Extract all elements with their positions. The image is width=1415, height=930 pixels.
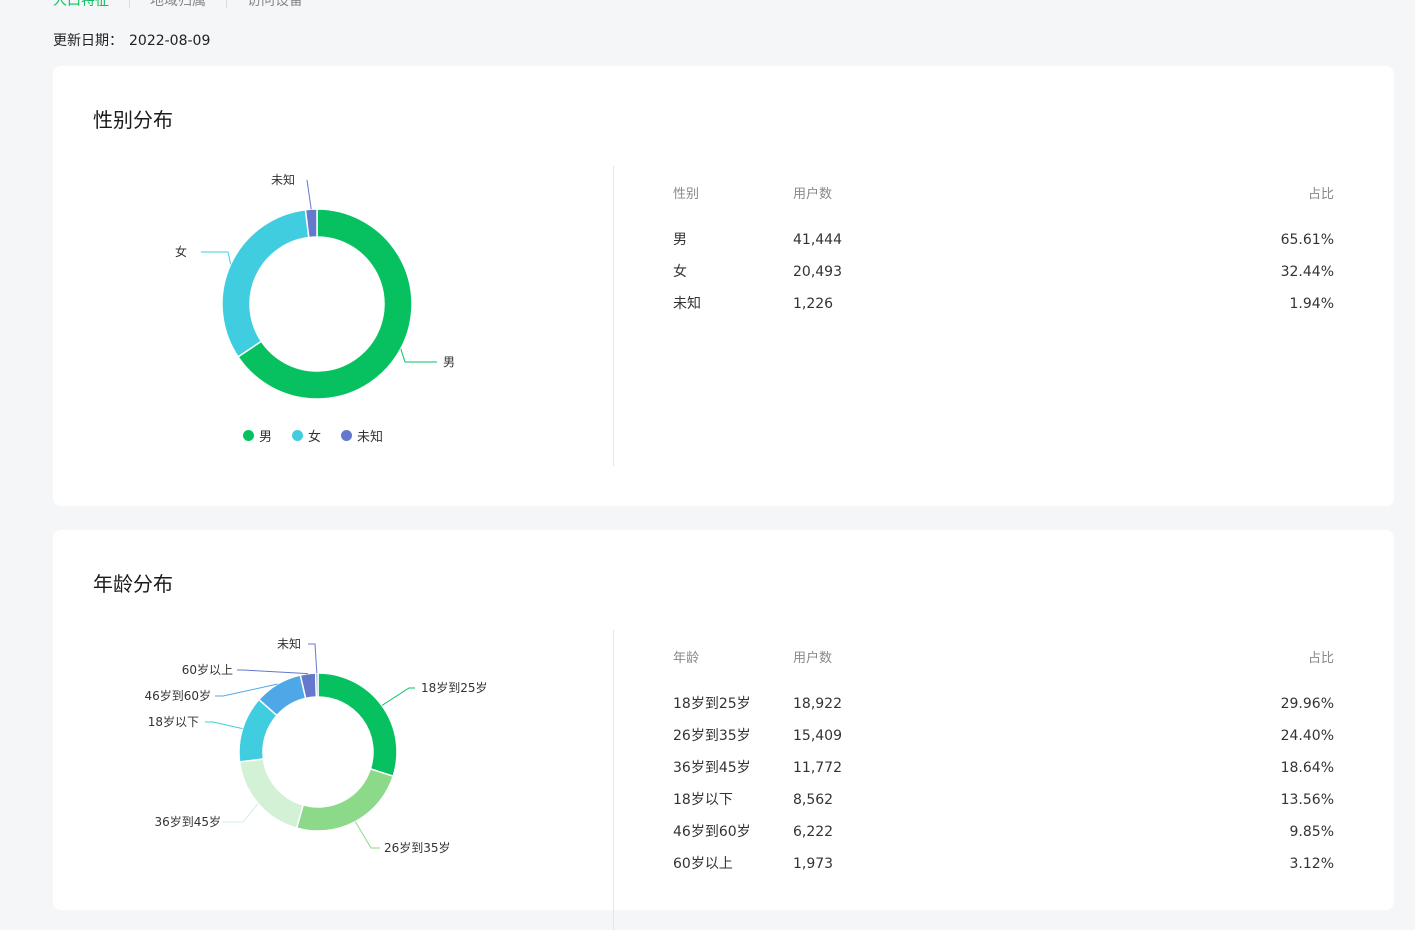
age-slice-label-6: 未知 (277, 637, 301, 651)
cell-pct: 3.12% (1289, 856, 1334, 872)
table-row: 18岁以下 8,562 13.56% (673, 784, 1334, 816)
gender-slice-label-2: 未知 (271, 173, 295, 187)
gender-leader-line-1 (201, 251, 232, 265)
cell-name: 男 (673, 232, 687, 248)
cell-count: 18,922 (793, 696, 842, 712)
cell-name: 26岁到35岁 (673, 728, 751, 744)
col-ratio: 占比 (1307, 651, 1334, 666)
update-date-value: 2022-08-09 (129, 33, 211, 49)
table-row: 女 20,493 32.44% (673, 256, 1334, 288)
age-donut-chart: 18岁到25岁 26岁到35岁 36岁到45岁 18岁以下 46岁到60岁 60岁以上 未知 (144, 637, 488, 855)
cell-name: 女 (673, 264, 687, 280)
legend-item-female[interactable]: 女 (292, 426, 321, 445)
cell-pct: 29.96% (1280, 696, 1334, 712)
cell-name: 18岁到25岁 (673, 696, 751, 712)
update-date-label: 更新日期： (53, 33, 123, 49)
age-slice-1[interactable] (295, 767, 395, 832)
age-slice-label-1: 26岁到35岁 (384, 840, 451, 855)
age-slice-label-4: 46岁到60岁 (144, 688, 211, 703)
age-leader-line-5 (237, 669, 308, 675)
tab-population[interactable]: 人口特征 (53, 0, 109, 9)
age-divider (613, 630, 614, 930)
gender-slice-2[interactable] (304, 208, 318, 239)
gender-leader-line-0 (400, 348, 437, 363)
age-leader-line-4 (215, 683, 278, 697)
legend-dot-female (292, 430, 304, 441)
gender-donut-chart: 男 女 未知 (175, 173, 455, 400)
top-tabs: 人口特征 地域归属 访问设备 (53, 0, 323, 11)
table-row: 60岁以上 1,973 3.12% (673, 848, 1334, 880)
table-header: 性别 用户数 占比 (673, 180, 1334, 210)
table-row: 46岁到60岁 6,222 9.85% (673, 816, 1334, 848)
age-leader-line-1 (354, 821, 380, 849)
cell-name: 36岁到45岁 (673, 760, 751, 776)
age-card: 年龄分布 18岁到25岁 26岁到35岁 36岁到45岁 18岁以下 46岁到60岁 60… (53, 530, 1394, 930)
table-row: 未知 1,226 1.94% (673, 288, 1334, 320)
cell-pct: 18.64% (1280, 760, 1334, 776)
age-leader-line-0 (381, 687, 415, 706)
gender-title: 性别分布 (93, 108, 173, 132)
gender-legend: 男 女 未知 (243, 426, 403, 445)
gender-slice-label-1: 女 (175, 244, 187, 259)
col-gender: 性别 (673, 187, 700, 202)
cell-pct: 9.85% (1289, 824, 1334, 840)
legend-item-male[interactable]: 男 (243, 426, 272, 445)
cell-pct: 65.61% (1280, 232, 1334, 248)
cell-count: 6,222 (793, 824, 834, 840)
age-slice-6[interactable] (314, 672, 319, 698)
col-users: 用户数 (793, 651, 833, 666)
cell-count: 8,562 (793, 792, 834, 808)
age-leader-line-2 (223, 803, 259, 823)
cell-name: 18岁以下 (673, 792, 733, 808)
age-table: 年龄 用户数 占比 18岁到25岁 18,922 29.96% 26岁到35岁 … (673, 644, 1334, 880)
cell-pct: 13.56% (1280, 792, 1334, 808)
cell-count: 1,973 (793, 856, 834, 872)
col-age: 年龄 (673, 651, 700, 666)
col-users: 用户数 (793, 187, 833, 202)
cell-name: 60岁以上 (673, 856, 733, 872)
gender-slice-label-0: 男 (443, 355, 455, 369)
table-header: 年龄 用户数 占比 (673, 644, 1334, 674)
cell-name: 46岁到60岁 (673, 824, 751, 840)
cell-name: 未知 (673, 296, 701, 312)
age-leader-line-6 (308, 643, 318, 674)
cell-pct: 24.40% (1280, 728, 1334, 744)
gender-leader-line-2 (306, 179, 312, 210)
table-row: 男 41,444 65.61% (673, 224, 1334, 256)
legend-dot-unknown (341, 430, 353, 441)
tab-device[interactable]: 访问设备 (226, 0, 323, 8)
legend-label-female: 女 (308, 430, 322, 445)
update-date: 更新日期： 2022-08-09 (53, 30, 210, 50)
age-slice-label-2: 36岁到45岁 (154, 814, 221, 829)
age-title: 年龄分布 (93, 572, 173, 596)
cell-count: 20,493 (793, 264, 842, 280)
gender-card: 性别分布 男女未知 男 女 未知 性别 用户数 占比 男 41,444 65.6… (53, 66, 1394, 506)
cell-pct: 32.44% (1280, 264, 1334, 280)
legend-label-unknown: 未知 (357, 430, 384, 445)
age-slice-2[interactable] (238, 758, 305, 829)
col-ratio: 占比 (1307, 187, 1334, 202)
cell-count: 11,772 (793, 760, 842, 776)
cell-pct: 1.94% (1289, 296, 1334, 312)
legend-dot-male (243, 430, 254, 441)
cell-count: 1,226 (793, 296, 834, 312)
cell-count: 41,444 (793, 232, 842, 248)
gender-table: 性别 用户数 占比 男 41,444 65.61% 女 20,493 32.44… (673, 180, 1334, 320)
gender-slice-0[interactable] (236, 208, 413, 400)
table-row: 36岁到45岁 11,772 18.64% (673, 752, 1334, 784)
gender-divider (613, 166, 614, 466)
gender-slice-1[interactable] (221, 208, 310, 358)
age-slice-label-3: 18岁以下 (148, 714, 199, 729)
age-leader-line-3 (205, 721, 243, 730)
legend-label-male: 男 (259, 430, 273, 445)
age-slice-0[interactable] (317, 672, 398, 778)
table-row: 18岁到25岁 18,922 29.96% (673, 688, 1334, 720)
legend-item-unknown[interactable]: 未知 (341, 426, 383, 445)
tab-region[interactable]: 地域归属 (129, 0, 226, 8)
table-row: 26岁到35岁 15,409 24.40% (673, 720, 1334, 752)
age-slice-label-5: 60岁以上 (182, 662, 233, 677)
age-slice-label-0: 18岁到25岁 (421, 680, 488, 695)
cell-count: 15,409 (793, 728, 842, 744)
